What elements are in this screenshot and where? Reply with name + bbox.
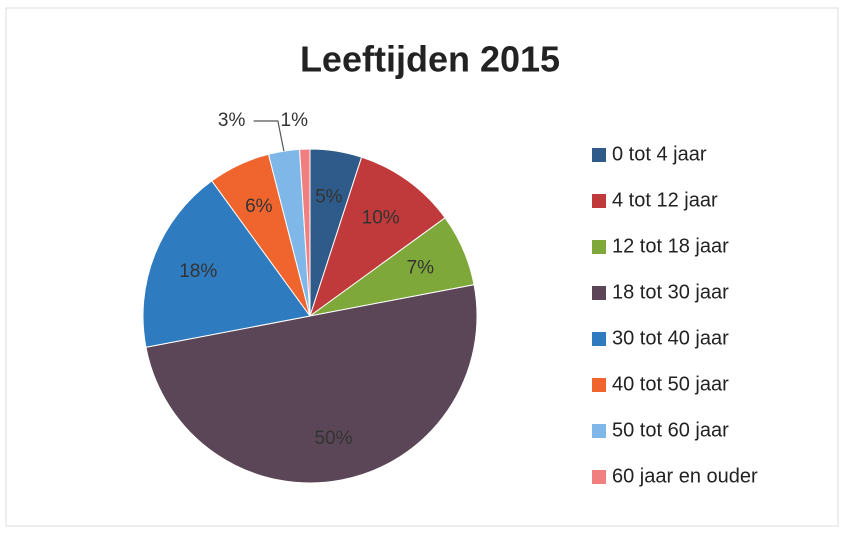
pie-slice bbox=[142, 180, 311, 348]
pie-slice bbox=[298, 148, 311, 317]
leader-line bbox=[253, 120, 285, 152]
data-label: 5% bbox=[315, 186, 343, 207]
legend-swatch bbox=[592, 470, 606, 484]
legend-label: 0 tot 4 jaar bbox=[612, 143, 707, 165]
data-label: 7% bbox=[407, 257, 435, 278]
data-label: 3% bbox=[218, 110, 246, 131]
data-label: 18% bbox=[179, 261, 217, 282]
pie-slice bbox=[309, 156, 446, 318]
legend-swatch bbox=[592, 424, 606, 438]
data-label: 6% bbox=[245, 196, 273, 217]
chart-title: Leeftijden 2015 bbox=[300, 39, 560, 80]
legend-label: 40 tot 50 jaar bbox=[612, 373, 729, 395]
data-label: 10% bbox=[362, 208, 400, 229]
data-label: 1% bbox=[281, 110, 309, 131]
legend-label: 30 tot 40 jaar bbox=[612, 327, 729, 349]
legend-label: 50 tot 60 jaar bbox=[612, 419, 729, 441]
legend-swatch bbox=[592, 378, 606, 392]
legend-swatch bbox=[592, 332, 606, 346]
legend-swatch bbox=[592, 194, 606, 208]
legend-label: 18 tot 30 jaar bbox=[612, 281, 729, 303]
legend-swatch bbox=[592, 240, 606, 254]
legend-swatch bbox=[592, 286, 606, 300]
pie-slice bbox=[145, 284, 478, 484]
legend-swatch bbox=[592, 148, 606, 162]
legend-label: 60 jaar en ouder bbox=[612, 465, 758, 487]
data-label: 50% bbox=[314, 428, 352, 449]
legend-label: 12 tot 18 jaar bbox=[612, 235, 729, 257]
legend-label: 4 tot 12 jaar bbox=[612, 189, 718, 211]
